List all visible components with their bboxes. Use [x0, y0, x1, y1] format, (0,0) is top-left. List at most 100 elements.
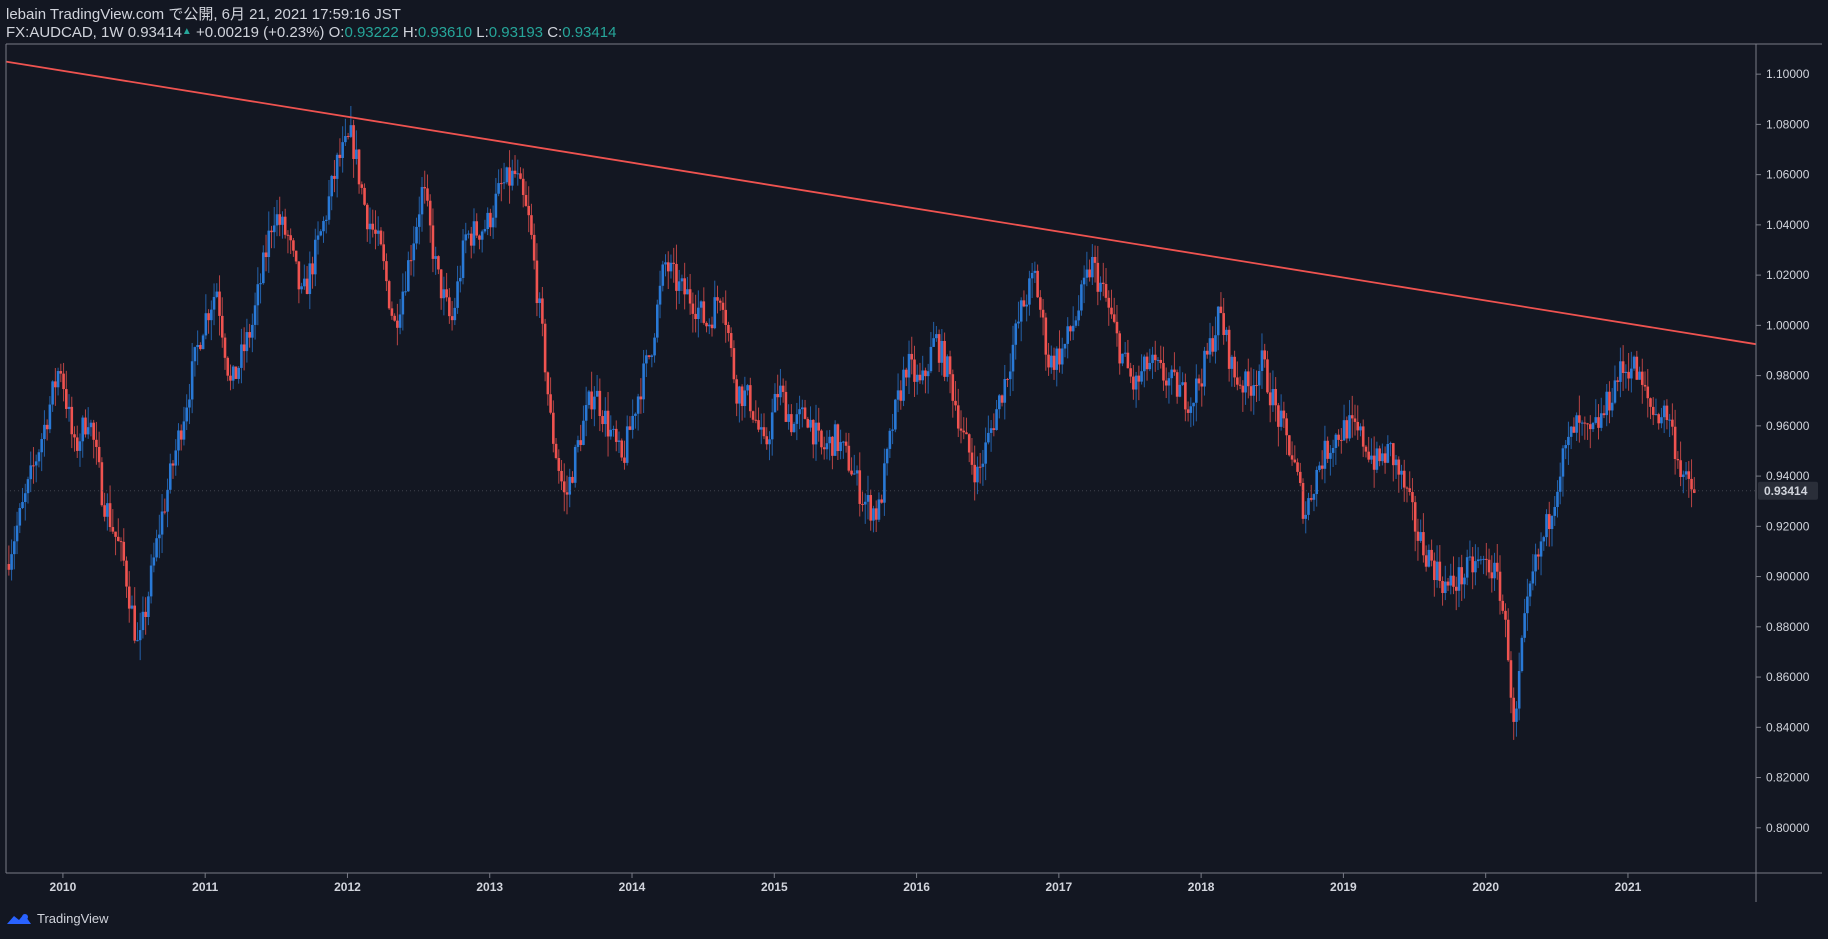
price-tick-label: 0.82000 — [1766, 771, 1810, 785]
price-axis[interactable]: 1.10000 1.08000 1.06000 1.04000 1.02000 1.000… — [5, 44, 1818, 902]
candle-body — [1386, 443, 1390, 463]
candle-body — [141, 611, 145, 631]
candle-body — [1383, 453, 1387, 463]
candle-body — [1479, 559, 1483, 561]
candle-body — [1411, 492, 1414, 503]
candle-body — [324, 219, 328, 221]
candle-body — [210, 309, 213, 321]
publish-info: lebain TradingView.com で公開, 6月 21, 2021 … — [6, 6, 401, 23]
candle-body — [1482, 558, 1485, 560]
candle-body — [1107, 297, 1111, 308]
candle-body — [144, 611, 147, 618]
candle-body — [344, 136, 347, 143]
candle-body — [125, 560, 128, 587]
candle-body — [1392, 443, 1395, 466]
candle-body — [1123, 352, 1127, 354]
candle-body — [907, 353, 911, 378]
candle-body — [1646, 386, 1650, 399]
candle-body — [1435, 561, 1439, 581]
candle-body — [1156, 359, 1160, 361]
candle-body — [1474, 561, 1477, 573]
candle-body — [1249, 386, 1253, 396]
candle-body — [814, 422, 818, 445]
candle-body — [1140, 371, 1143, 382]
candle-body — [609, 429, 613, 437]
time-axis[interactable]: 2010 2011 2012 2013 2014 2015 2016 2017 2018 2019… — [6, 43, 1822, 894]
candle-body — [680, 278, 684, 282]
candle-body — [1257, 371, 1261, 386]
candle-body — [1017, 321, 1020, 324]
candle-body — [937, 334, 941, 363]
candle-body — [262, 252, 265, 284]
candle-body — [308, 263, 312, 295]
candle-body — [729, 333, 733, 349]
candle-body — [89, 422, 93, 428]
price-tick-label: 1.04000 — [1766, 218, 1810, 232]
candle-body — [1288, 435, 1291, 456]
candle-body — [735, 379, 738, 404]
candle-body — [40, 439, 43, 453]
candle-body — [1632, 356, 1636, 369]
candle-body — [245, 332, 249, 352]
price-change: +0.00219 (+0.23%) — [196, 24, 325, 41]
candle-body — [1471, 556, 1474, 573]
candle-body — [409, 260, 413, 262]
candle-body — [229, 375, 232, 381]
candle-body — [1047, 354, 1050, 368]
price-tick-label: 0.80000 — [1766, 821, 1810, 835]
candle-body — [1460, 567, 1464, 585]
candle-body — [614, 428, 618, 442]
candle-body — [1679, 460, 1682, 477]
candle-body — [510, 170, 514, 186]
candle-body — [398, 314, 402, 328]
candle-body — [149, 565, 153, 597]
candle-body — [1465, 557, 1469, 578]
candle-body — [489, 212, 492, 228]
candle-body — [119, 541, 123, 543]
candle-body — [1556, 491, 1559, 508]
candle-body — [740, 386, 744, 407]
candle-body — [801, 407, 804, 410]
candle-body — [1101, 282, 1105, 284]
candle-body — [1561, 448, 1565, 477]
candle-body — [1564, 445, 1567, 449]
candle-body — [727, 324, 730, 334]
candle-body — [368, 223, 372, 230]
candle-body — [1296, 462, 1299, 472]
candle-body — [1454, 586, 1458, 591]
candle-body — [806, 418, 810, 428]
candle-body — [691, 303, 695, 314]
candle-body — [1605, 391, 1609, 416]
candle-body — [1547, 514, 1551, 530]
candle-body — [371, 223, 375, 230]
candle-body — [138, 630, 142, 641]
candle-body — [43, 424, 46, 440]
candle-body — [1197, 378, 1201, 384]
candle-body — [1630, 368, 1633, 379]
candle-body — [790, 414, 793, 433]
candle-body — [1093, 256, 1097, 263]
low-value: 0.93193 — [488, 24, 544, 41]
candle-body — [1195, 378, 1198, 403]
candle-body — [1151, 354, 1154, 363]
candle-body — [669, 262, 673, 272]
candle-body — [26, 479, 30, 494]
candle-body — [73, 434, 76, 438]
candle-body — [598, 390, 602, 417]
candle-body — [106, 503, 109, 517]
candle-body — [1643, 384, 1647, 387]
candle-body — [576, 440, 580, 447]
candle-body — [1443, 581, 1447, 594]
candle-body — [445, 289, 448, 298]
candle-body — [1441, 581, 1444, 594]
candle-body — [313, 239, 317, 275]
candle-body — [240, 344, 243, 368]
candle-body — [1205, 350, 1209, 355]
candle-body — [1315, 469, 1318, 495]
candle-body — [1121, 353, 1124, 364]
candle-body — [1320, 465, 1324, 469]
candle-body — [535, 260, 539, 304]
candle-body — [1370, 455, 1373, 460]
candle-body — [264, 252, 268, 258]
